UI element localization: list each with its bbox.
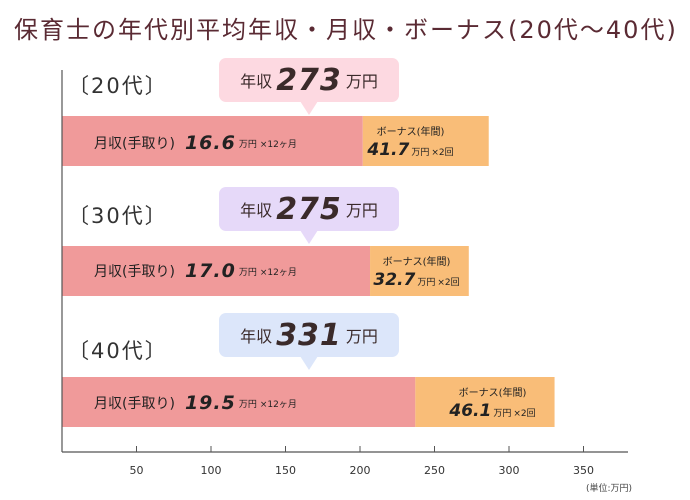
times2-label: ×2回 [437,277,460,288]
bar-bonus-30s [370,246,469,296]
bar-monthly-20s [62,116,363,166]
bonus-value-20s: 41.7 [367,139,410,160]
x-tick-label-200: 200 [350,464,371,477]
monthly-label: 月収(手取り) [94,264,175,280]
bar-monthly-30s [62,246,371,296]
bonus-label: ボーナス(年間) [382,256,451,268]
bonus-unit: 万円 [493,408,512,419]
annual-label: 年収 [240,72,273,91]
annual-unit: 万円 [345,72,378,91]
bonus-label: ボーナス(年間) [458,387,527,399]
annual-value-20s: 273 [276,62,342,98]
monthly-label: 月収(手取り) [94,136,175,152]
bonus-value-40s: 46.1 [449,400,492,421]
x-tick-label-350: 350 [573,464,594,477]
monthly-text-40s: 月収(手取り) 19.5 万円 ×12ヶ月 [94,388,297,418]
annual-callout-20s: 年収 273 万円 [219,58,399,115]
monthly-value-30s: 17.0 [184,260,236,282]
x-tick-label-50: 50 [130,464,144,477]
monthly-text-20s: 月収(手取り) 16.6 万円 ×12ヶ月 [94,128,297,158]
bonus-text-20s: ボーナス(年間) 41.7 万円 ×2回 [349,116,472,166]
x-tick-label-100: 100 [201,464,222,477]
annual-unit: 万円 [345,201,378,220]
times2-label: ×2回 [431,147,454,158]
monthly-value-20s: 16.6 [184,132,236,154]
bonus-unit: 万円 [411,147,430,158]
group-label-30s: 〔30代〕 [68,204,168,228]
monthly-label: 月収(手取り) [94,396,175,412]
x-tick-label-150: 150 [275,464,296,477]
annual-label: 年収 [240,327,273,346]
monthly-text-30s: 月収(手取り) 17.0 万円 ×12ヶ月 [94,256,297,286]
annual-label: 年収 [240,201,273,220]
times12-label: ×12ヶ月 [259,267,297,278]
times2-label: ×2回 [513,408,536,419]
bar-monthly-40s [62,377,416,427]
times12-label: ×12ヶ月 [259,399,297,410]
unit-note: (単位:万円) [585,484,632,494]
bonus-value-30s: 32.7 [373,269,416,290]
x-tick-label-300: 300 [499,464,520,477]
monthly-unit: 万円 [238,139,257,150]
bar-bonus-40s [415,377,555,427]
annual-value-30s: 275 [276,191,342,227]
annual-callout-30s: 年収 275 万円 [219,187,399,244]
bonus-label: ボーナス(年間) [376,126,445,138]
times12-label: ×12ヶ月 [259,139,297,150]
x-tick-label-250: 250 [424,464,445,477]
chart-title: 保育士の年代別平均年収・月収・ボーナス(20代〜40代) [14,16,678,44]
monthly-unit: 万円 [238,267,257,278]
annual-callout-40s: 年収 331 万円 [219,313,399,370]
bonus-unit: 万円 [417,277,436,288]
group-label-40s: 〔40代〕 [68,339,168,363]
bonus-text-30s: ボーナス(年間) 32.7 万円 ×2回 [357,246,476,296]
monthly-unit: 万円 [238,399,257,410]
annual-value-40s: 331 [276,317,342,353]
monthly-value-40s: 19.5 [184,392,236,414]
annual-unit: 万円 [345,327,378,346]
bar-bonus-20s [362,116,489,166]
bonus-text-40s: ボーナス(年間) 46.1 万円 ×2回 [424,377,561,427]
group-label-20s: 〔20代〕 [68,74,168,98]
